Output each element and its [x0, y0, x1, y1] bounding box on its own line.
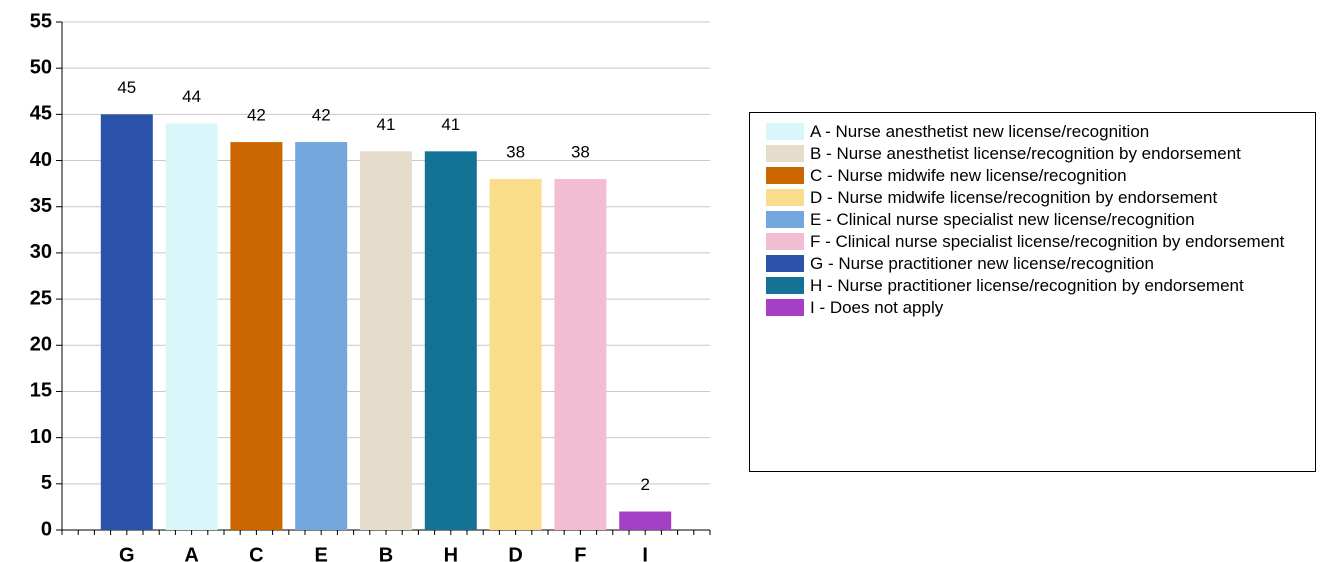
legend-item: D - Nurse midwife license/recognition by… — [766, 187, 1315, 209]
legend-swatch — [766, 299, 804, 316]
x-tick-label: G — [119, 544, 135, 562]
legend-swatch — [766, 145, 804, 162]
bar — [360, 151, 412, 531]
legend: A - Nurse anesthetist new license/recogn… — [749, 112, 1316, 472]
y-tick-label: 55 — [30, 10, 52, 32]
y-tick-label: 40 — [30, 149, 52, 171]
y-tick-label: 50 — [30, 56, 52, 78]
y-tick-label: 5 — [41, 472, 52, 494]
y-tick-label: 25 — [30, 287, 52, 309]
value-label: 42 — [247, 106, 266, 125]
chart: 0 5 10 15 20 25 30 35 40 45 50 55 G 45 A 44 C 42 E 42 B 41 H 41… — [30, 10, 711, 562]
y-tick-label: 0 — [41, 518, 52, 540]
value-label: 41 — [377, 115, 396, 134]
legend-item: I - Does not apply — [766, 297, 1315, 319]
x-tick-label: I — [642, 544, 648, 562]
legend-item: H - Nurse practitioner license/recogniti… — [766, 275, 1315, 297]
bar — [165, 123, 218, 530]
legend-swatch — [766, 123, 804, 140]
value-label: 45 — [117, 78, 136, 97]
value-label: 38 — [571, 143, 590, 162]
x-tick-label: E — [315, 544, 328, 562]
legend-item: G - Nurse practitioner new license/recog… — [766, 253, 1315, 275]
legend-label: E - Clinical nurse specialist new licens… — [810, 210, 1195, 229]
x-tick-label: F — [574, 544, 586, 562]
bar — [295, 142, 348, 530]
value-label: 38 — [506, 143, 525, 162]
legend-swatch — [766, 167, 804, 184]
legend-label: B - Nurse anesthetist license/recognitio… — [810, 144, 1241, 163]
y-tick-label: 30 — [30, 241, 52, 263]
bar — [489, 179, 542, 530]
y-tick-label: 45 — [30, 103, 52, 125]
legend-label: A - Nurse anesthetist new license/recogn… — [810, 122, 1150, 141]
legend-label: H - Nurse practitioner license/recogniti… — [810, 276, 1244, 295]
legend-item: F - Clinical nurse specialist license/re… — [766, 231, 1315, 253]
bar — [619, 511, 672, 530]
y-tick-label: 20 — [30, 334, 52, 356]
value-label: 44 — [182, 87, 201, 106]
x-tick-label: A — [184, 544, 198, 562]
bar — [100, 114, 153, 530]
legend-swatch — [766, 233, 804, 250]
x-tick-label: H — [444, 544, 458, 562]
bar — [554, 179, 607, 530]
legend-item: B - Nurse anesthetist license/recognitio… — [766, 143, 1315, 165]
value-label: 2 — [640, 475, 649, 494]
y-tick-label: 15 — [30, 380, 52, 402]
legend-label: F - Clinical nurse specialist license/re… — [810, 232, 1285, 251]
legend-label: C - Nurse midwife new license/recognitio… — [810, 166, 1127, 185]
y-tick-label: 10 — [30, 426, 52, 448]
legend-swatch — [766, 255, 804, 272]
bar — [230, 142, 283, 530]
value-label: 42 — [312, 106, 331, 125]
x-tick-label: C — [249, 544, 263, 562]
bar — [424, 151, 477, 531]
legend-swatch — [766, 277, 804, 294]
legend-label: G - Nurse practitioner new license/recog… — [810, 254, 1154, 273]
legend-item: E - Clinical nurse specialist new licens… — [766, 209, 1315, 231]
legend-swatch — [766, 211, 804, 228]
legend-item: C - Nurse midwife new license/recognitio… — [766, 165, 1315, 187]
legend-label: D - Nurse midwife license/recognition by… — [810, 188, 1218, 207]
legend-swatch — [766, 189, 804, 206]
x-tick-label: D — [508, 544, 522, 562]
legend-label: I - Does not apply — [810, 298, 944, 317]
y-tick-label: 35 — [30, 195, 52, 217]
x-tick-label: B — [379, 544, 393, 562]
value-label: 41 — [441, 115, 460, 134]
legend-item: A - Nurse anesthetist new license/recogn… — [766, 121, 1315, 143]
